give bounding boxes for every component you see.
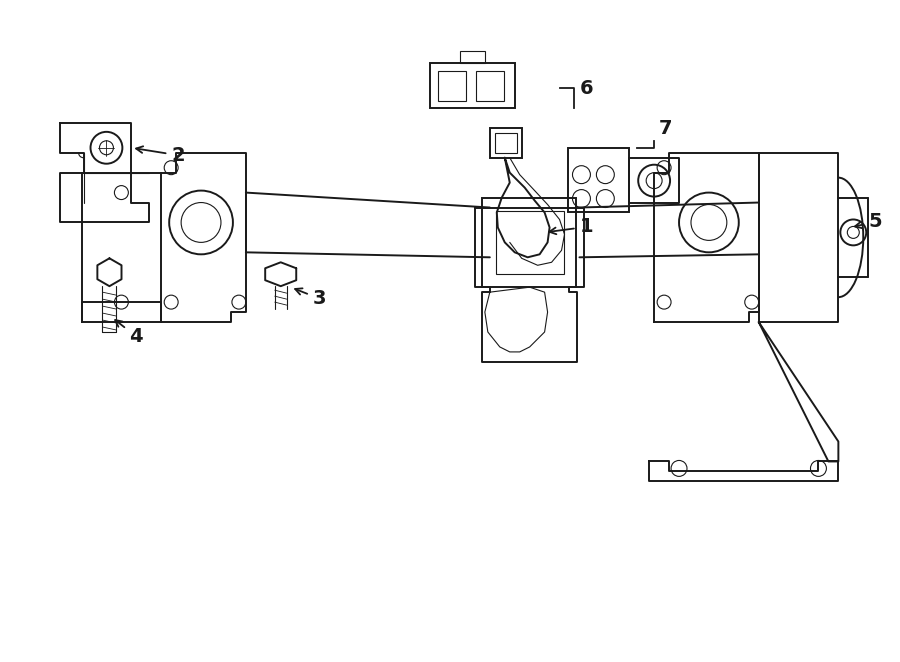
Bar <box>490 128 522 158</box>
Bar <box>496 211 563 274</box>
Bar <box>438 71 466 101</box>
Bar <box>476 71 504 101</box>
Text: 1: 1 <box>549 217 593 236</box>
Bar <box>460 51 485 63</box>
Text: 4: 4 <box>115 320 143 346</box>
Bar <box>482 197 577 287</box>
Bar <box>495 133 517 153</box>
Text: 7: 7 <box>659 118 672 138</box>
Bar <box>430 63 515 108</box>
Text: 5: 5 <box>855 213 882 232</box>
Bar <box>568 148 629 213</box>
Text: 2: 2 <box>136 146 184 165</box>
Text: 6: 6 <box>580 79 593 97</box>
Text: 3: 3 <box>295 289 326 308</box>
